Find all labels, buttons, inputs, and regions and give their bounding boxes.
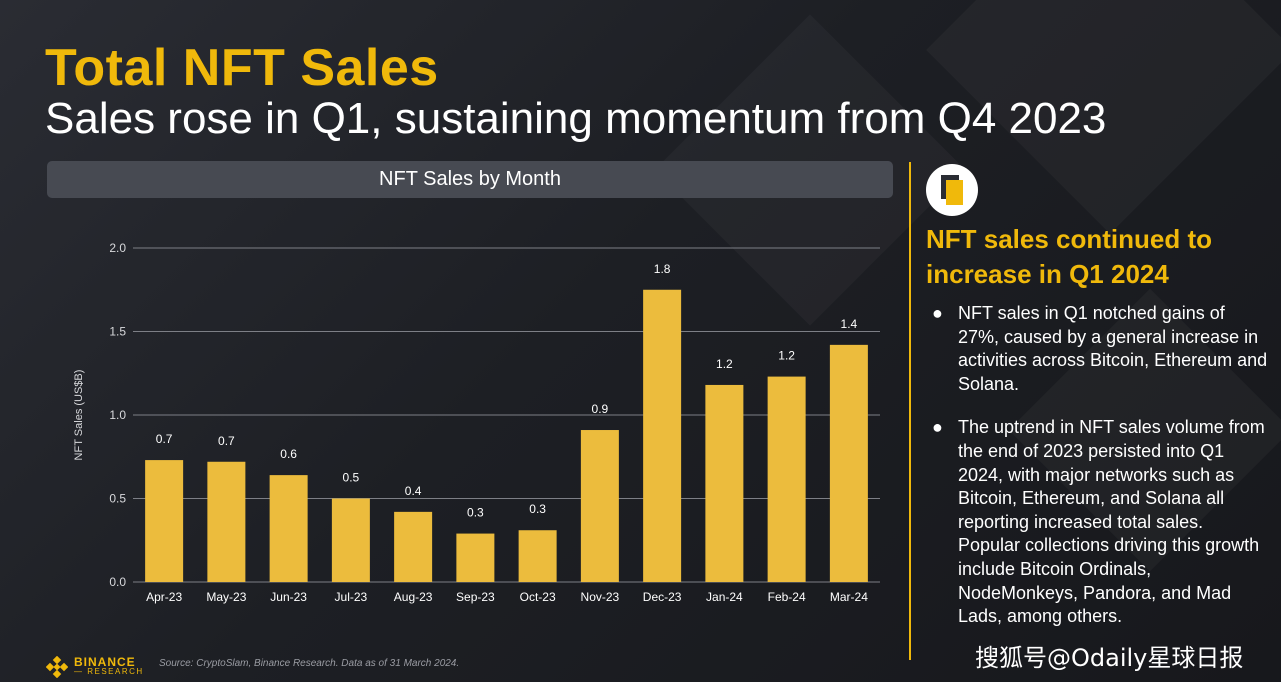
x-tick-label: Jan-24 <box>706 590 743 604</box>
bullet-list: ● NFT sales in Q1 notched gains of 27%, … <box>930 302 1270 649</box>
document-stack-icon <box>941 175 963 205</box>
bar <box>207 461 246 582</box>
bar <box>705 384 744 582</box>
data-label: 0.7 <box>218 434 235 448</box>
data-label: 0.3 <box>467 506 484 520</box>
data-label: 0.9 <box>592 402 609 416</box>
x-tick-label: Jul-23 <box>335 590 368 604</box>
binance-research-logo: BINANCE — RESEARCH <box>46 656 144 678</box>
bar <box>269 475 308 582</box>
x-tick-label: Aug-23 <box>394 590 433 604</box>
page-title: Total NFT Sales <box>45 39 439 97</box>
bar <box>767 376 806 582</box>
x-tick-label: Apr-23 <box>146 590 182 604</box>
x-tick-label: Jun-23 <box>270 590 307 604</box>
data-label: 0.6 <box>280 447 297 461</box>
bullet-dot: ● <box>932 303 943 323</box>
chart-header: NFT Sales by Month <box>47 161 893 198</box>
data-label: 0.3 <box>529 502 546 516</box>
bar <box>518 530 557 582</box>
binance-logo-icon <box>46 656 68 678</box>
sidebar-title: NFT sales continued to increase in Q1 20… <box>926 224 1213 289</box>
y-tick-label: 1.5 <box>109 325 126 339</box>
data-label: 0.7 <box>156 432 173 446</box>
bar <box>145 460 184 582</box>
bar-chart: 0.0 0.5 1.0 1.5 2.0 NFT Sales (US$B) 0.7 Apr-23… <box>73 241 880 604</box>
y-tick-label: 2.0 <box>109 241 126 255</box>
data-label: 1.4 <box>841 317 858 331</box>
bullet-text: NFT sales in Q1 notched gains of 27%, ca… <box>958 303 1268 394</box>
bullet-dot: ● <box>932 417 943 438</box>
badge <box>926 164 978 216</box>
y-tick-label: 0.0 <box>109 575 126 589</box>
bar <box>394 511 433 582</box>
logo-main-text: BINANCE <box>74 655 136 669</box>
bar <box>580 430 619 582</box>
data-label: 0.5 <box>343 471 360 485</box>
data-label: 1.8 <box>654 262 671 276</box>
x-tick-label: Oct-23 <box>520 590 556 604</box>
x-tick-label: Dec-23 <box>643 590 682 604</box>
page-subtitle: Sales rose in Q1, sustaining momentum fr… <box>45 94 1107 143</box>
bar <box>829 344 868 582</box>
x-tick-label: Mar-24 <box>830 590 868 604</box>
chart-header-label: NFT Sales by Month <box>379 168 561 190</box>
x-tick-label: Sep-23 <box>456 590 495 604</box>
y-tick-label: 1.0 <box>109 408 126 422</box>
x-tick-label: May-23 <box>206 590 246 604</box>
data-label: 0.4 <box>405 484 422 498</box>
y-tick-label: 0.5 <box>109 492 126 506</box>
x-tick-label: Nov-23 <box>581 590 620 604</box>
bar <box>456 533 495 582</box>
source-note: Source: CryptoSlam, Binance Research. Da… <box>159 658 460 669</box>
divider <box>909 162 911 660</box>
list-item: ● The uptrend in NFT sales volume from t… <box>930 416 1270 628</box>
data-label: 1.2 <box>716 357 733 371</box>
bullet-text: The uptrend in NFT sales volume from the… <box>958 417 1265 627</box>
list-item: ● NFT sales in Q1 notched gains of 27%, … <box>930 302 1270 396</box>
bar <box>331 498 370 582</box>
data-label: 1.2 <box>778 349 795 363</box>
logo-sub-text: — RESEARCH <box>74 667 144 676</box>
watermark: 搜狐号@Odaily星球日报 <box>975 644 1244 672</box>
y-axis-label: NFT Sales (US$B) <box>73 370 85 461</box>
x-tick-label: Feb-24 <box>768 590 806 604</box>
bar <box>643 289 682 582</box>
